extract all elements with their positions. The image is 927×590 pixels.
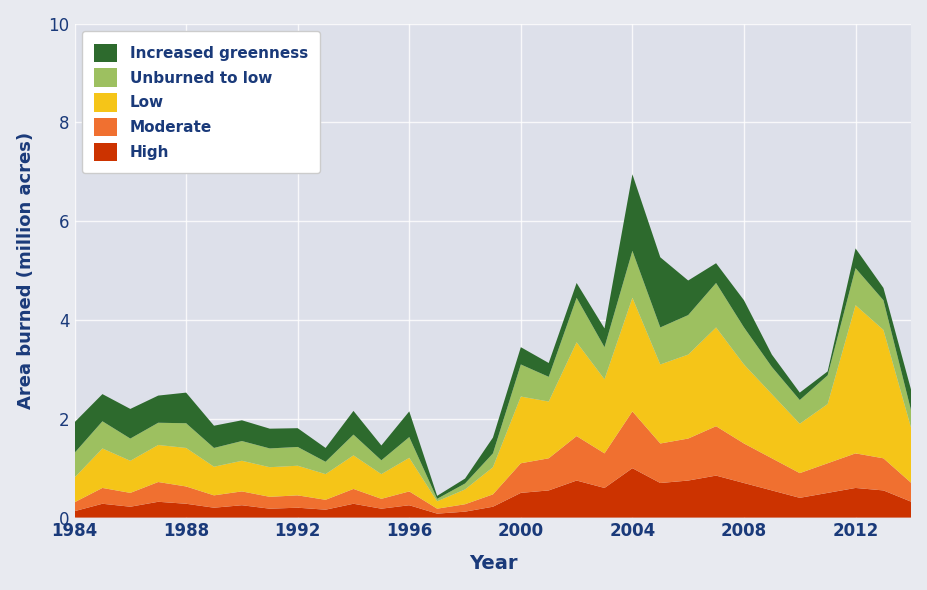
Y-axis label: Area burned (million acres): Area burned (million acres) bbox=[17, 132, 34, 409]
X-axis label: Year: Year bbox=[468, 555, 516, 573]
Legend: Increased greenness, Unburned to low, Low, Moderate, High: Increased greenness, Unburned to low, Lo… bbox=[83, 31, 320, 173]
